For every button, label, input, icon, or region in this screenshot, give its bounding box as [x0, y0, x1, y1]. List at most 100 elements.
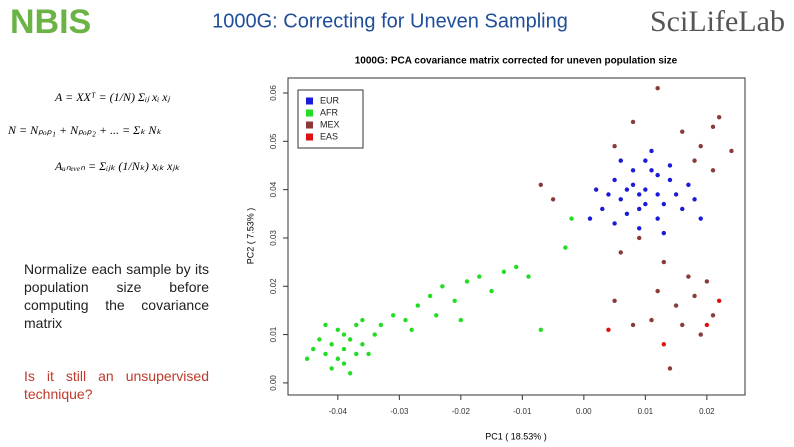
point — [655, 192, 660, 197]
legend-label: EUR — [320, 95, 340, 105]
body-text: Normalize each sample by its population … — [24, 261, 209, 331]
point — [403, 317, 408, 323]
point — [630, 168, 636, 173]
point — [347, 371, 353, 376]
point — [593, 187, 599, 192]
point — [335, 356, 341, 361]
x-tick-label: -0.01 — [513, 407, 532, 416]
x-axis-label: PC1 ( 18.53% ) — [485, 431, 547, 441]
point — [440, 284, 445, 289]
point — [618, 250, 623, 255]
point — [618, 197, 623, 202]
point — [618, 158, 623, 163]
point — [680, 206, 685, 212]
point — [686, 274, 691, 279]
chart-title: 1000G: PCA covariance matrix corrected f… — [355, 56, 678, 67]
logo-right: SciLifeLab — [650, 5, 785, 38]
point — [704, 279, 710, 284]
y-tick-label: 0.04 — [269, 181, 278, 197]
point — [458, 317, 464, 323]
point — [372, 332, 377, 337]
point — [649, 168, 654, 173]
point — [612, 143, 617, 149]
point — [347, 337, 353, 342]
point — [434, 313, 439, 318]
point — [710, 313, 716, 318]
point — [710, 124, 716, 130]
question-text: Is it still an unsupervised technique? — [24, 368, 209, 402]
point — [464, 279, 470, 284]
point — [704, 322, 710, 328]
y-tick-label: 0.03 — [269, 230, 278, 246]
point — [667, 366, 673, 371]
slide-title: 1000G: Correcting for Uneven Sampling — [212, 10, 568, 32]
point — [366, 351, 371, 357]
point — [661, 259, 667, 265]
point — [692, 158, 697, 163]
x-tick-label: -0.03 — [390, 407, 409, 416]
point — [630, 182, 636, 187]
point — [655, 216, 660, 221]
y-tick-label: 0.00 — [269, 375, 278, 391]
point — [661, 230, 667, 236]
plot-frame — [287, 77, 746, 396]
x-tick-label: -0.02 — [452, 407, 471, 416]
point — [698, 216, 703, 221]
legend-label: AFR — [320, 107, 339, 117]
y-axis-label: PC2 ( 7.53% ) — [245, 208, 255, 265]
point — [716, 114, 722, 120]
point — [311, 346, 316, 352]
point — [667, 177, 673, 183]
legend-label: MEX — [320, 119, 340, 129]
point — [341, 332, 347, 337]
point — [643, 158, 648, 163]
point — [329, 342, 334, 347]
point — [680, 322, 685, 328]
point — [569, 216, 574, 221]
point — [427, 293, 433, 299]
legend-label: EAS — [320, 131, 338, 141]
point — [526, 274, 531, 279]
point — [643, 201, 648, 207]
point — [692, 293, 697, 299]
point — [624, 187, 630, 192]
equation: A = XXᵀ = (1/N) Σᵢⱼ xᵢ xⱼ — [54, 90, 171, 104]
point — [637, 206, 642, 212]
legend-swatch — [306, 97, 313, 105]
point — [317, 337, 322, 342]
point — [673, 303, 679, 308]
point — [390, 313, 396, 318]
y-tick-label: 0.06 — [269, 85, 278, 101]
point — [354, 322, 359, 328]
point — [489, 288, 494, 294]
point — [538, 182, 543, 187]
point — [649, 317, 654, 323]
point — [686, 182, 691, 187]
point — [729, 148, 734, 154]
point — [354, 351, 359, 357]
point — [341, 346, 347, 352]
point — [341, 361, 347, 366]
point — [304, 356, 310, 361]
point — [661, 342, 667, 347]
equation: N = Nₚₒₚ₁ + Nₚₒₚ₂ + ... = Σₖ Nₖ — [7, 123, 162, 137]
point — [680, 129, 685, 134]
point — [587, 216, 593, 221]
legend-swatch — [306, 121, 313, 129]
point — [710, 168, 716, 173]
point — [661, 201, 667, 207]
point — [378, 322, 384, 328]
point — [477, 274, 482, 279]
point — [612, 177, 617, 183]
point — [624, 211, 630, 216]
legend-swatch — [306, 109, 313, 117]
x-tick-label: 0.00 — [576, 407, 592, 416]
point — [673, 192, 679, 197]
point — [606, 192, 611, 197]
point — [692, 197, 697, 202]
y-tick-label: 0.05 — [269, 133, 278, 149]
point — [606, 327, 611, 332]
point — [716, 298, 722, 303]
point — [637, 192, 642, 197]
